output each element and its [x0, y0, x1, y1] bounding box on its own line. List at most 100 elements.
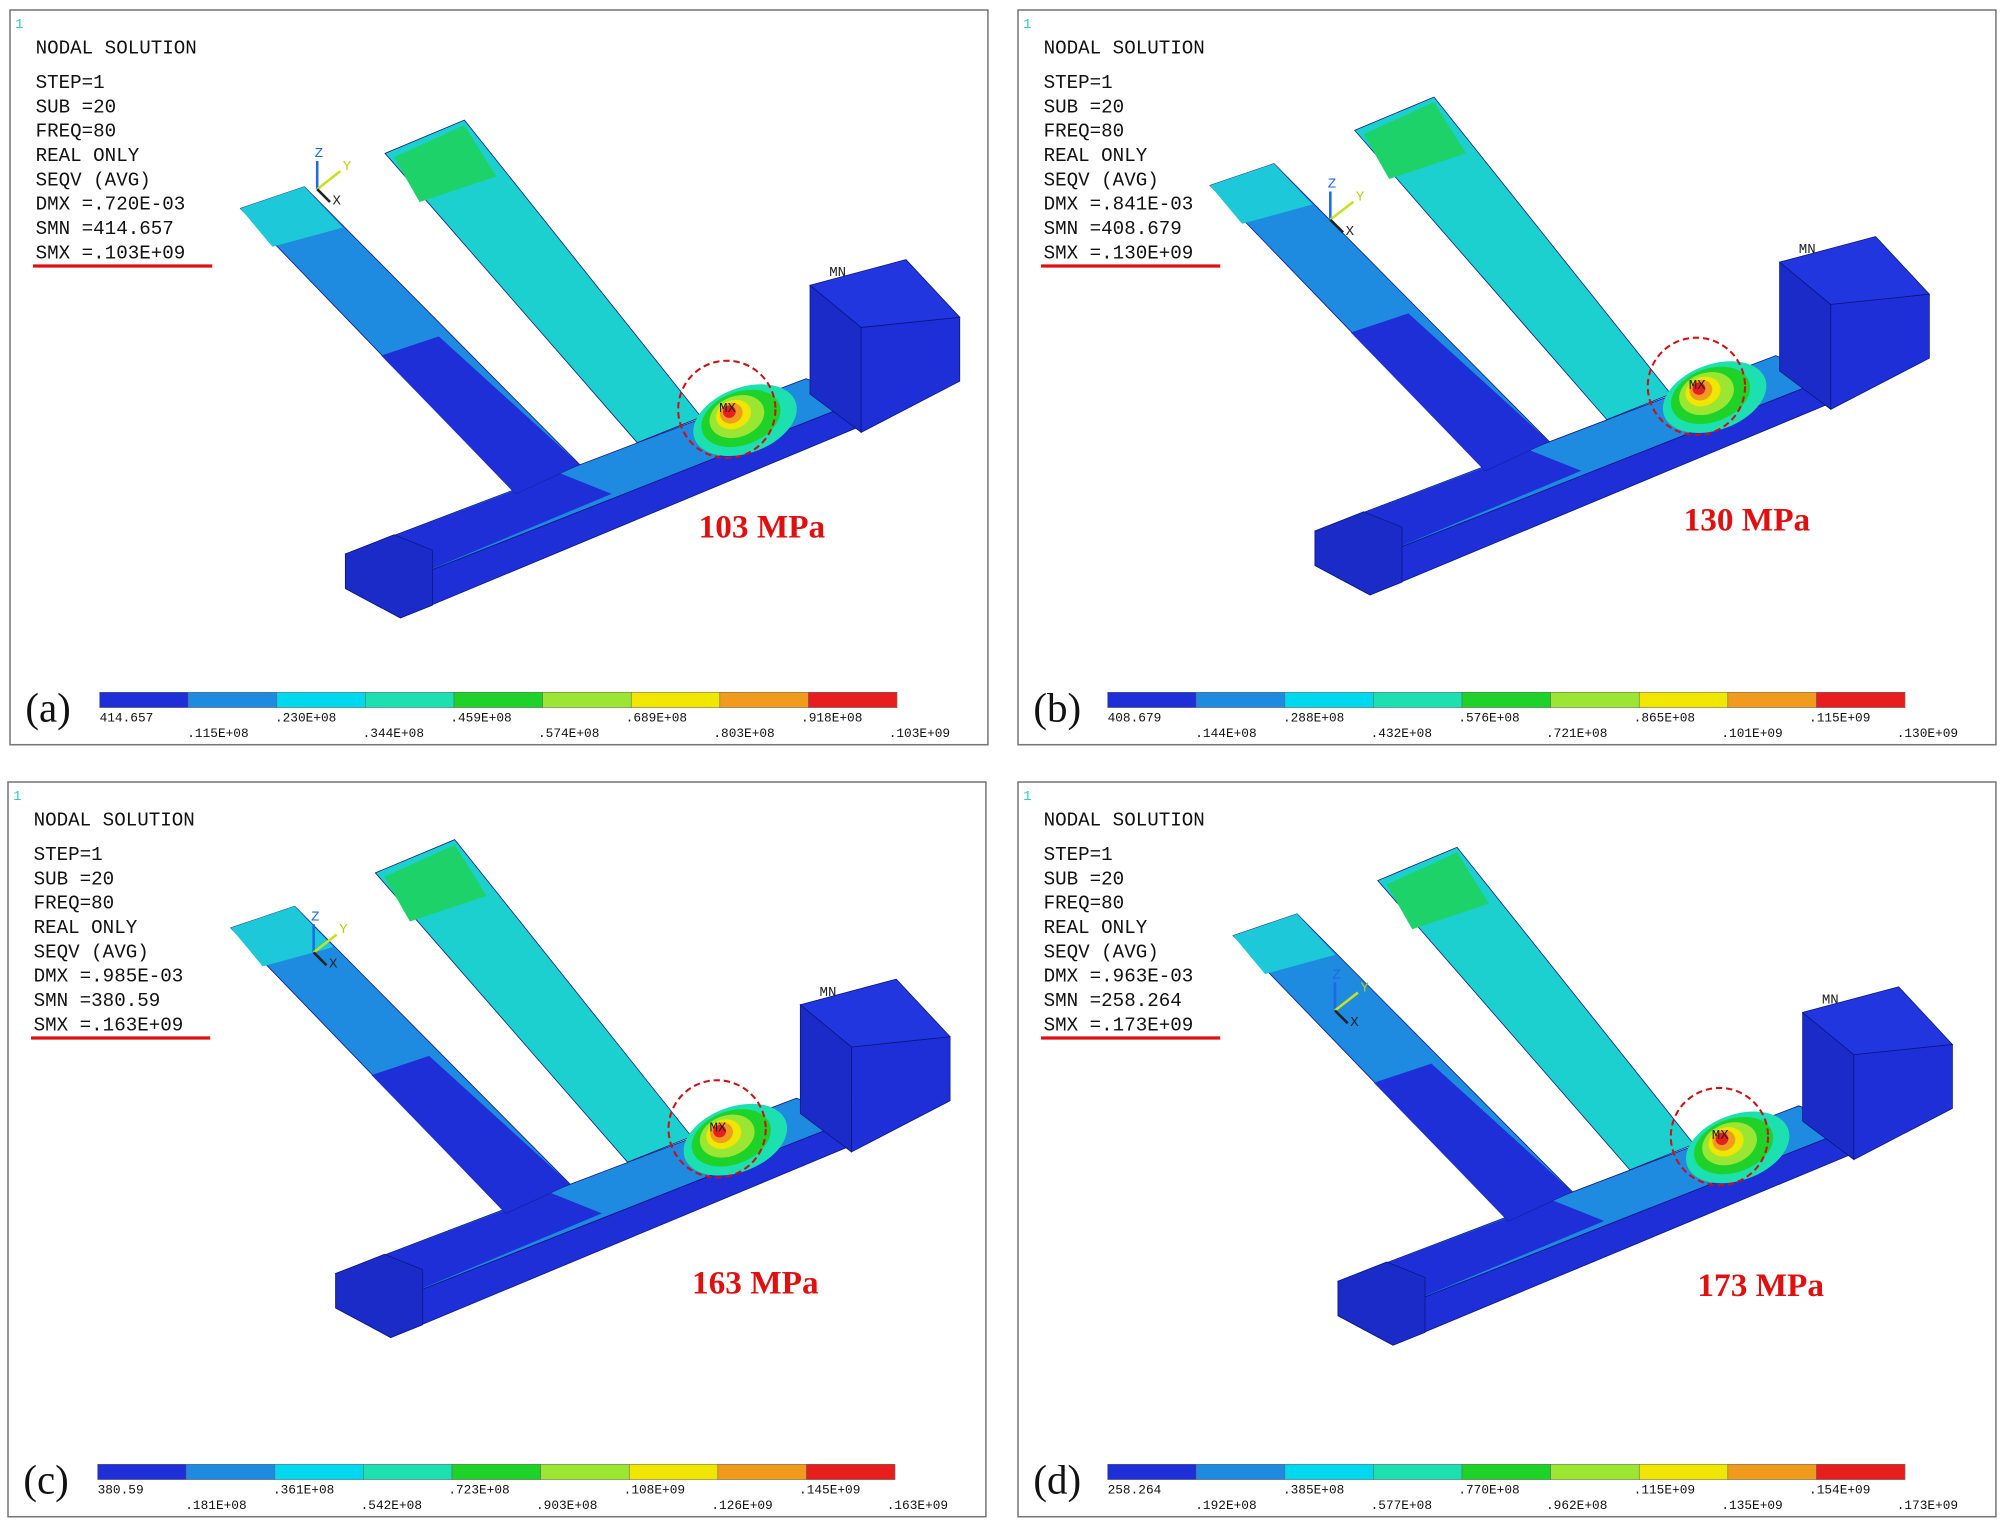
info-line: DMX =.720E-03: [36, 194, 186, 216]
triad-label: Y: [339, 922, 348, 938]
left-arm-low: [1373, 1063, 1573, 1222]
info-line: SMX =.130E+09: [1044, 242, 1194, 264]
node-label: MX: [1689, 378, 1706, 394]
info-line: SUB =20: [1044, 96, 1125, 118]
legend-label: .115E+08: [187, 726, 248, 741]
legend-swatch: [1461, 1463, 1551, 1480]
info-line: SMX =.173E+09: [1044, 1014, 1194, 1036]
base-end-step: [1314, 511, 1403, 596]
legend-label: .344E+08: [363, 726, 424, 741]
info-line: FREQ=80: [1044, 121, 1125, 143]
block-top: [799, 978, 951, 1048]
legend-label: .918E+08: [801, 711, 862, 726]
model: MN MX: [1209, 96, 1931, 596]
legend-swatch: [1373, 691, 1463, 708]
legend-label: .163E+09: [887, 1498, 948, 1513]
legend-swatch: [1550, 1463, 1640, 1480]
info-line: SEQV (AVG): [36, 169, 151, 191]
legend-label: .115E+09: [1809, 711, 1870, 726]
legend-swatch: [453, 691, 543, 708]
legend-label: .115E+09: [1634, 1483, 1695, 1498]
panel-label: (c): [23, 1457, 68, 1503]
legend-swatch: [363, 1463, 453, 1480]
frame-number: 1: [15, 17, 23, 33]
node-label: MX: [709, 1120, 726, 1136]
legend-swatch: [274, 1463, 364, 1480]
info-line: SMX =.103E+09: [36, 242, 186, 264]
info-line: SEQV (AVG): [34, 941, 149, 963]
legend-swatch: [1638, 691, 1729, 708]
legend-swatch: [628, 1463, 719, 1480]
legend-label: .542E+08: [361, 1498, 422, 1513]
triad-x: [1334, 1009, 1349, 1025]
legend-label: .145E+09: [799, 1483, 860, 1498]
triad-label: Y: [1356, 189, 1365, 205]
left-arm-low: [381, 336, 580, 494]
info-line: REAL ONLY: [36, 145, 140, 167]
legend-label: 414.657: [100, 711, 154, 726]
info-line: SMN =258.264: [1044, 990, 1182, 1012]
right-arm-green: [384, 844, 487, 922]
info-line: NODAL SOLUTION: [36, 38, 197, 60]
block-top: [1778, 236, 1931, 305]
legend-swatch: [365, 691, 455, 708]
left-arm-top: [230, 906, 334, 967]
legend-label: 380.59: [98, 1483, 144, 1498]
legend-label: .574E+08: [538, 726, 599, 741]
triad-label: Z: [315, 146, 323, 162]
legend-swatch: [1727, 691, 1817, 708]
legend-label: .130E+09: [1897, 726, 1958, 741]
legend-label: .103E+09: [889, 726, 950, 741]
triad-label: Z: [1328, 177, 1336, 193]
stress-contour: [1692, 382, 1706, 395]
info-line: SMX =.163E+09: [34, 1014, 184, 1036]
legend-label: .181E+08: [185, 1498, 246, 1513]
right-arm-green: [1386, 852, 1490, 930]
legend-label: .803E+08: [713, 726, 774, 741]
legend-swatch: [717, 1463, 807, 1480]
legend-swatch: [1107, 691, 1197, 708]
triad-label: Y: [1361, 980, 1370, 996]
left-arm-top: [240, 186, 343, 247]
legend-label: .361E+08: [273, 1483, 334, 1498]
info-line: SEQV (AVG): [1044, 169, 1159, 191]
legend-swatch: [1195, 1463, 1286, 1480]
left-arm-top: [1233, 913, 1336, 974]
hotspot-circle: [677, 359, 777, 460]
hotspot-circle: [667, 1079, 767, 1179]
legend-swatch: [542, 691, 632, 708]
annotation: 163 MPa: [692, 1265, 819, 1302]
legend-label: .144E+08: [1195, 726, 1256, 741]
annotation: 103 MPa: [699, 508, 826, 545]
info-line: STEP=1: [1044, 844, 1113, 866]
triad-label: Z: [311, 909, 319, 925]
left-arm-low: [1350, 313, 1550, 471]
legend-label: .432E+08: [1371, 726, 1432, 741]
model: MN MX: [230, 839, 951, 1338]
info-line: DMX =.985E-03: [34, 966, 184, 988]
right-arm-green: [1363, 102, 1466, 179]
triad-label: Z: [1332, 967, 1340, 983]
annotation: 130 MPa: [1684, 501, 1811, 538]
legend-swatch: [808, 691, 898, 708]
info-line: NODAL SOLUTION: [1044, 810, 1205, 832]
legend-swatch: [1550, 691, 1640, 708]
triad-x: [316, 188, 331, 203]
legend-label: 408.679: [1108, 711, 1162, 726]
legend-label: .459E+08: [450, 711, 511, 726]
triad-label: X: [1346, 224, 1355, 240]
legend-label: .723E+08: [448, 1483, 509, 1498]
info-line: SMN =380.59: [34, 990, 161, 1012]
block-top: [809, 259, 961, 328]
info-line: STEP=1: [36, 72, 105, 94]
panel-label: (d): [1033, 1457, 1081, 1503]
panel-label: (a): [25, 685, 70, 731]
annotation: 173 MPa: [1697, 1267, 1824, 1304]
base-end-step: [1337, 1261, 1426, 1346]
frame-number: 1: [13, 789, 21, 805]
triad-label: X: [329, 957, 338, 973]
legend-label: .108E+09: [624, 1483, 685, 1498]
